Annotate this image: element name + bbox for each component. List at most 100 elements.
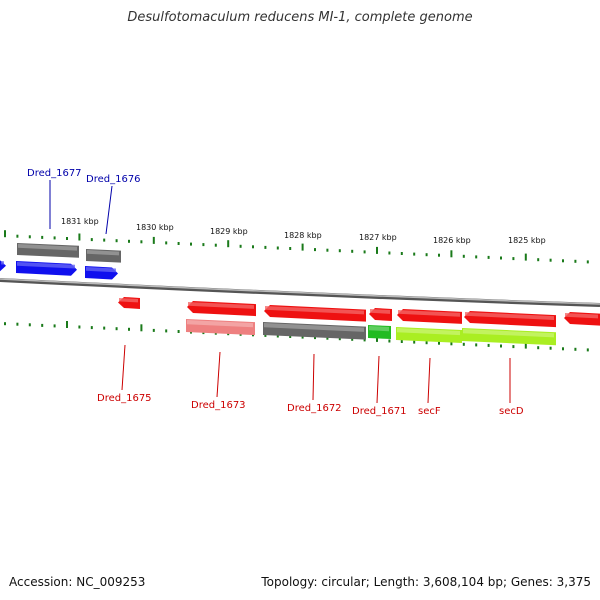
gene-secf-lime[interactable]	[396, 327, 462, 343]
gene-dred-1676-gray[interactable]	[86, 249, 121, 263]
lower-tick	[487, 343, 490, 347]
upper-tick	[128, 239, 130, 243]
upper-tick	[301, 243, 304, 251]
upper-tick	[41, 235, 44, 239]
lower-tick	[338, 337, 341, 341]
gene-dred-1675[interactable]	[118, 297, 140, 309]
lower-tick	[16, 322, 19, 326]
callout-lines	[49, 180, 511, 404]
genome-backbone-highlight	[0, 278, 600, 305]
lower-tick	[512, 345, 515, 349]
upper-tick	[500, 256, 502, 260]
gene-dred-1672-gray[interactable]	[263, 322, 366, 340]
upper-tick-track	[4, 230, 589, 264]
lower-tick	[115, 327, 118, 331]
upper-tick	[400, 252, 403, 255]
lower-tick	[326, 336, 329, 340]
map-title: Desulfotomaculum reducens MI-1, complete…	[127, 10, 473, 25]
scale-label-1829: 1829 kbp	[210, 227, 248, 236]
gene-dred-1673-pink[interactable]	[186, 319, 255, 336]
upper-tick	[140, 240, 143, 244]
upper-tick	[276, 246, 279, 250]
upper-tick	[177, 242, 180, 245]
lower-tick	[276, 334, 279, 338]
upper-tick	[475, 255, 478, 259]
upper-tick	[524, 253, 527, 261]
gene-label-dred-1673: Dred_1673	[191, 400, 246, 411]
upper-tick	[438, 253, 440, 257]
lower-tick	[363, 338, 366, 342]
gene-label-dred-1671: Dred_1671	[352, 406, 407, 417]
upper-tick	[314, 248, 316, 252]
lower-tick	[53, 324, 56, 328]
lower-tick	[140, 324, 143, 332]
gene-features	[0, 243, 600, 346]
upper-tick	[103, 238, 106, 242]
lower-tick	[4, 322, 6, 326]
scale-label-1828: 1828 kbp	[284, 231, 322, 240]
lower-tick	[41, 323, 44, 327]
gene-dred-1671-green[interactable]	[368, 325, 391, 340]
gene-label-dred-1677: Dred_1677	[27, 168, 82, 179]
lower-tick	[500, 344, 502, 348]
upper-tick	[152, 236, 155, 244]
gene-secd-lime[interactable]	[462, 328, 556, 346]
gene-dred-1676[interactable]	[85, 266, 118, 280]
lower-tick	[351, 337, 354, 341]
gene-label-dred-1675: Dred_1675	[97, 393, 152, 404]
scale-label-1826: 1826 kbp	[433, 236, 471, 245]
gene-blue-edge[interactable]	[0, 260, 6, 272]
lower-tick	[128, 327, 130, 331]
upper-tick	[16, 234, 19, 238]
gene-label-dred-1672: Dred_1672	[287, 403, 342, 414]
gene-dred-1677-gray[interactable]	[17, 243, 79, 258]
lower-tick	[103, 326, 106, 330]
callout-dred-1671	[376, 355, 380, 404]
upper-tick	[66, 237, 68, 240]
upper-tick	[462, 254, 465, 258]
upper-tick	[190, 242, 192, 246]
scale-label-1831: 1831 kbp	[61, 217, 99, 226]
gene-secd[interactable]	[464, 311, 556, 328]
lower-tick	[537, 346, 540, 350]
callout-dred-1675	[121, 344, 126, 391]
lower-tick	[475, 343, 478, 347]
upper-tick	[115, 239, 118, 243]
upper-tick	[487, 255, 490, 259]
upper-tick	[338, 249, 341, 253]
lower-tick	[264, 333, 267, 337]
callout-secf	[427, 357, 431, 404]
lower-tick	[90, 326, 93, 330]
upper-tick	[28, 235, 31, 239]
upper-tick	[537, 258, 540, 262]
upper-tick	[78, 233, 81, 241]
upper-tick	[586, 260, 589, 264]
scale-label-1827: 1827 kbp	[359, 233, 397, 242]
gene-label-secd: secD	[499, 406, 524, 417]
upper-tick	[326, 248, 329, 252]
upper-tick	[264, 245, 267, 249]
gene-label-dred-1676: Dred_1676	[86, 174, 141, 185]
scale-label-1825: 1825 kbp	[508, 236, 546, 245]
callout-dred-1676	[105, 185, 113, 235]
gene-dred-1671[interactable]	[369, 308, 392, 322]
upper-tick	[450, 250, 453, 258]
callout-dred-1673	[216, 351, 221, 398]
lower-tick	[400, 340, 403, 343]
lower-tick	[66, 321, 68, 328]
upper-tick	[202, 243, 205, 247]
lower-tick	[314, 336, 316, 340]
gene-dred-1672[interactable]	[264, 305, 366, 322]
gene-secf[interactable]	[397, 309, 462, 324]
upper-tick	[376, 246, 378, 254]
upper-tick	[549, 258, 552, 262]
upper-tick	[363, 250, 366, 254]
lower-tick	[165, 329, 168, 333]
lower-tick	[586, 348, 589, 352]
upper-tick	[562, 259, 564, 263]
gene-red-edge[interactable]	[564, 312, 600, 326]
lower-tick	[388, 339, 391, 343]
gene-dred-1673[interactable]	[187, 301, 256, 317]
genome-info-text: Topology: circular; Length: 3,608,104 bp…	[261, 575, 591, 589]
gene-dred-1677[interactable]	[16, 261, 77, 276]
